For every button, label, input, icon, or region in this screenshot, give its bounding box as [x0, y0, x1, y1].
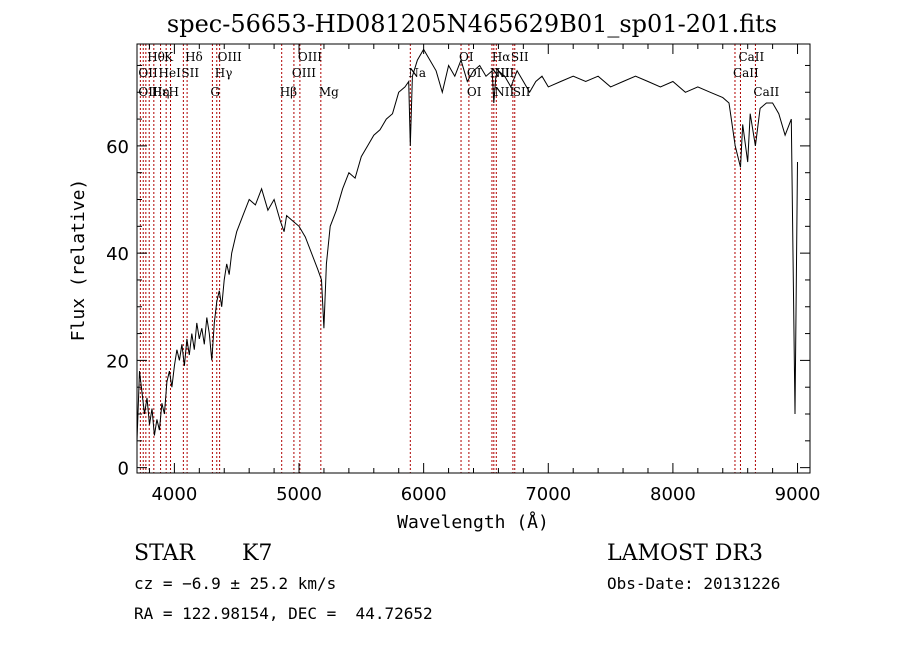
line-marker-label: NII: [494, 66, 514, 80]
line-marker-label: Na: [408, 66, 426, 80]
spectrum-line: [136, 48, 798, 441]
line-marker-label: SII: [181, 66, 199, 80]
line-marker-label: OIII: [298, 50, 322, 64]
line-marker-label: Hθ: [147, 50, 165, 64]
line-marker-label: Hε: [152, 85, 169, 99]
object-class: STAR: [134, 541, 196, 566]
y-tick-label: 40: [106, 244, 129, 265]
line-marker-label: NII: [494, 85, 514, 99]
x-tick-label: 7000: [525, 484, 571, 505]
line-markers: [139, 44, 756, 473]
object-subclass: K7: [242, 541, 272, 566]
y-axis-ticks: 0 20 40 60: [106, 64, 810, 480]
line-marker-label: CaII: [738, 50, 764, 64]
line-marker-label: OII: [138, 66, 158, 80]
survey-name: LAMOST DR3: [607, 541, 763, 566]
line-marker-label: SII: [513, 85, 531, 99]
observation-date: Obs-Date: 20131226: [607, 574, 780, 593]
y-axis-label: Flux (relative): [68, 179, 89, 342]
x-axis-ticks: 4000 5000 6000 7000 8000 9000: [148, 44, 821, 505]
line-marker-label: K: [164, 50, 174, 64]
line-marker-label: Hα: [492, 50, 511, 64]
x-tick-label: 6000: [401, 484, 447, 505]
y-tick-label: 60: [106, 137, 129, 158]
x-tick-label: 9000: [775, 484, 821, 505]
x-tick-label: 5000: [276, 484, 322, 505]
line-marker-label: HeI: [159, 66, 182, 80]
line-marker-label: Hγ: [215, 66, 233, 80]
line-marker-label: CaII: [753, 85, 779, 99]
x-tick-label: 4000: [151, 484, 197, 505]
line-marker-label: Hδ: [185, 50, 203, 64]
line-marker-label: OI: [467, 85, 482, 99]
line-marker-label: Hβ: [280, 85, 297, 99]
coordinates: RA = 122.98154, DEC = 44.72652: [134, 604, 433, 623]
line-marker-label: OIII: [218, 50, 242, 64]
plot-frame: [136, 43, 811, 474]
line-marker-label: SII: [511, 50, 529, 64]
line-marker-label: Mg: [319, 85, 339, 99]
line-marker-label: H: [169, 85, 179, 99]
x-tick-label: 8000: [650, 484, 696, 505]
y-tick-label: 20: [106, 351, 129, 372]
y-tick-label: 0: [118, 459, 129, 480]
redshift-velocity: cz = −6.9 ± 25.2 km/s: [134, 574, 336, 593]
line-marker-label: G: [210, 85, 220, 99]
line-marker-label: CaII: [733, 66, 759, 80]
line-marker-label: OIII: [292, 66, 316, 80]
line-marker-label: OI: [459, 50, 474, 64]
chart-title: spec-56653-HD081205N465629B01_sp01-201.f…: [167, 10, 777, 38]
line-marker-label: Hη: [152, 85, 170, 99]
line-marker-label: OII: [138, 85, 158, 99]
x-axis-label: Wavelength (Å): [397, 511, 549, 533]
